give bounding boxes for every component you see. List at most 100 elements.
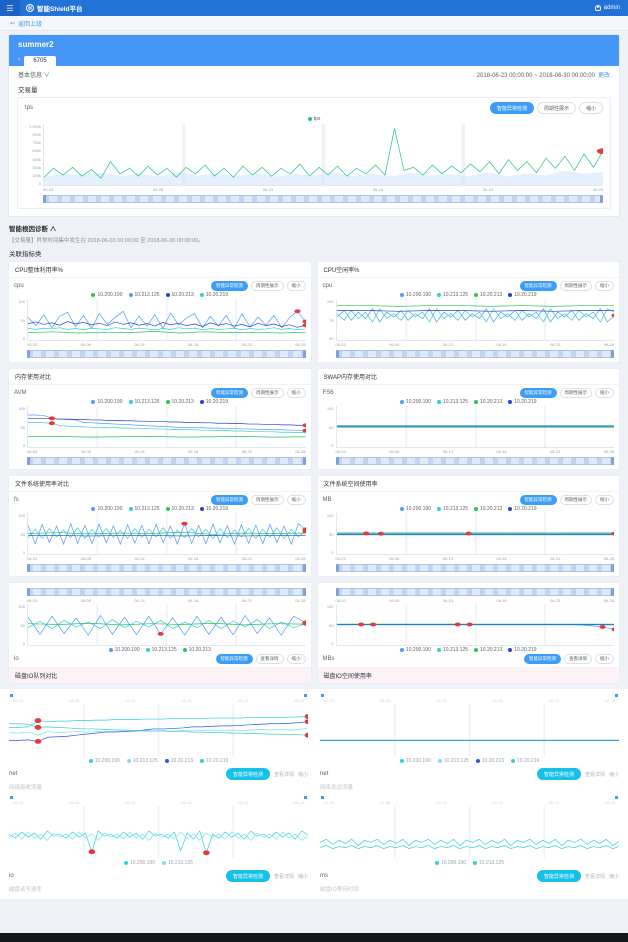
detect-button[interactable]: 智能异常检测 [536,768,581,780]
hamburger-menu-icon[interactable]: ☰ [0,0,20,16]
datazoom-handles[interactable] [320,694,619,697]
datazoom-slider[interactable] [335,457,614,465]
detail-link[interactable]: 查看详情 [273,873,294,880]
back-link[interactable]: 返回上级 [18,21,43,28]
periodic-button[interactable]: 查看详情 [564,654,592,664]
datazoom-handles[interactable] [320,796,619,799]
datazoom-slider[interactable] [27,350,306,358]
periodic-button[interactable]: 周期性展示 [559,281,592,291]
shrink-button[interactable]: 缩小 [286,495,306,505]
slider-handle-right[interactable] [304,694,307,697]
slider-handle-left[interactable] [10,694,13,697]
chevron-left-icon[interactable]: ‹ [18,56,21,63]
legend-item[interactable]: 10.20.219 [199,506,228,512]
legend-item[interactable]: 10.200.190 [399,292,431,298]
legend-item[interactable]: 10.20.213 [164,758,193,764]
detect-button[interactable]: 智能异常检测 [489,102,534,114]
detect-button[interactable]: 智能异常检测 [536,870,581,882]
shrink-button[interactable]: 缩小 [595,281,614,291]
legend-item[interactable]: 10.213.125 [128,292,160,298]
shrink-button[interactable]: 缩小 [286,388,306,398]
legend-item[interactable]: 10.213.125 [162,860,193,866]
legend-item[interactable]: 10.20.213 [165,292,194,298]
datazoom-slider[interactable] [43,195,603,203]
basic-info-toggle[interactable]: 基本信息 ∨ [18,73,50,79]
legend-item[interactable]: tps [307,116,320,122]
legend-item[interactable]: 10.213.125 [145,647,177,653]
change-range-link[interactable]: 更改 [597,73,610,79]
legend-item[interactable]: 10.200.190 [91,506,123,512]
datazoom-slider[interactable] [27,457,306,465]
legend-item[interactable]: 10.213.125 [126,758,158,764]
legend-item[interactable]: 10.200.190 [399,758,431,764]
detail-link[interactable]: 查看详情 [584,771,605,778]
datazoom-slider[interactable] [335,564,614,572]
periodic-button[interactable]: 周期性展示 [559,388,592,398]
detect-button[interactable]: 智能异常检测 [211,495,248,505]
legend-item[interactable]: 10.20.219 [511,758,539,764]
shrink-button[interactable]: 缩小 [595,388,614,398]
legend-item[interactable]: 10.200.190 [91,292,123,298]
legend-item[interactable]: 10.213.125 [437,758,469,764]
shrink-button[interactable]: 缩小 [595,654,614,664]
detect-button[interactable]: 智能异常检测 [225,870,270,882]
detect-button[interactable]: 智能异常检测 [225,768,270,780]
user-menu[interactable]: admin [594,5,620,11]
periodic-button[interactable]: 周期性展示 [251,388,284,398]
legend-item[interactable]: 10.20.219 [200,758,228,764]
shrink-link[interactable]: 缩小 [297,873,308,880]
slider-handle-right[interactable] [304,796,307,799]
shrink-button[interactable]: 缩小 [286,654,306,664]
datazoom-slider[interactable] [27,588,306,596]
datazoom-slider[interactable] [335,350,614,358]
detect-button[interactable]: 智能异常检测 [211,388,248,398]
shrink-link[interactable]: 缩小 [608,771,619,778]
datazoom-slider[interactable] [27,564,306,572]
periodic-button[interactable]: 周期性展示 [559,495,592,505]
legend-item[interactable]: 10.200.190 [399,399,431,405]
legend-item[interactable]: 10.20.213 [475,758,504,764]
legend-item[interactable]: 10.200.190 [123,860,155,866]
legend-item[interactable]: 10.20.213 [474,292,502,298]
legend-item[interactable]: 10.20.219 [199,399,228,405]
diagnosis-title[interactable]: 智能根因诊断 ∧ [9,226,57,233]
legend-item[interactable]: 10.20.219 [199,292,228,298]
legend-item[interactable]: 10.200.190 [88,758,120,764]
legend-item[interactable]: 10.200.190 [434,860,466,866]
detail-link[interactable]: 查看详情 [584,873,605,880]
detect-button[interactable]: 智能异常检测 [519,495,557,505]
shrink-link[interactable]: 缩小 [608,873,619,880]
legend-item[interactable]: 10.20.219 [508,506,537,512]
datazoom-handles[interactable] [9,796,308,799]
shrink-button[interactable]: 缩小 [595,495,614,505]
legend-item[interactable]: 10.20.213 [474,506,502,512]
detect-button[interactable]: 智能异常检测 [524,654,561,664]
datazoom-slider[interactable] [335,588,614,596]
legend-item[interactable]: 10.200.190 [399,506,431,512]
legend-item[interactable]: 10.213.125 [437,506,468,512]
slider-handle-right[interactable] [615,796,618,799]
legend-item[interactable]: 10.213.125 [128,399,160,405]
periodic-button[interactable]: 周期性展示 [251,495,284,505]
tab-host[interactable]: 6705 [24,56,56,66]
legend-item[interactable]: 10.20.213 [165,506,194,512]
legend-item[interactable]: 10.20.219 [508,292,537,298]
legend-item[interactable]: 10.200.190 [399,647,431,653]
legend-item[interactable]: 10.213.125 [473,860,504,866]
detect-button[interactable]: 智能异常检测 [519,281,557,291]
legend-item[interactable]: 10.20.213 [474,647,502,653]
periodic-button[interactable]: 周期性展示 [251,281,284,291]
periodic-button[interactable]: 周期性展示 [536,102,576,114]
legend-item[interactable]: 10.20.219 [508,399,537,405]
legend-item[interactable]: 10.20.219 [508,647,537,653]
datazoom-handles[interactable] [9,694,308,697]
slider-handle-left[interactable] [321,694,324,697]
legend-item[interactable]: 10.200.190 [91,399,123,405]
slider-handle-left[interactable] [321,796,324,799]
legend-item[interactable]: 10.213.125 [128,506,160,512]
legend-item[interactable]: 10.213.125 [437,292,468,298]
legend-item[interactable]: 10.20.213 [474,399,502,405]
legend-item[interactable]: 10.20.213 [182,647,211,653]
slider-handle-right[interactable] [615,694,618,697]
detect-button[interactable]: 智能异常检测 [211,281,248,291]
